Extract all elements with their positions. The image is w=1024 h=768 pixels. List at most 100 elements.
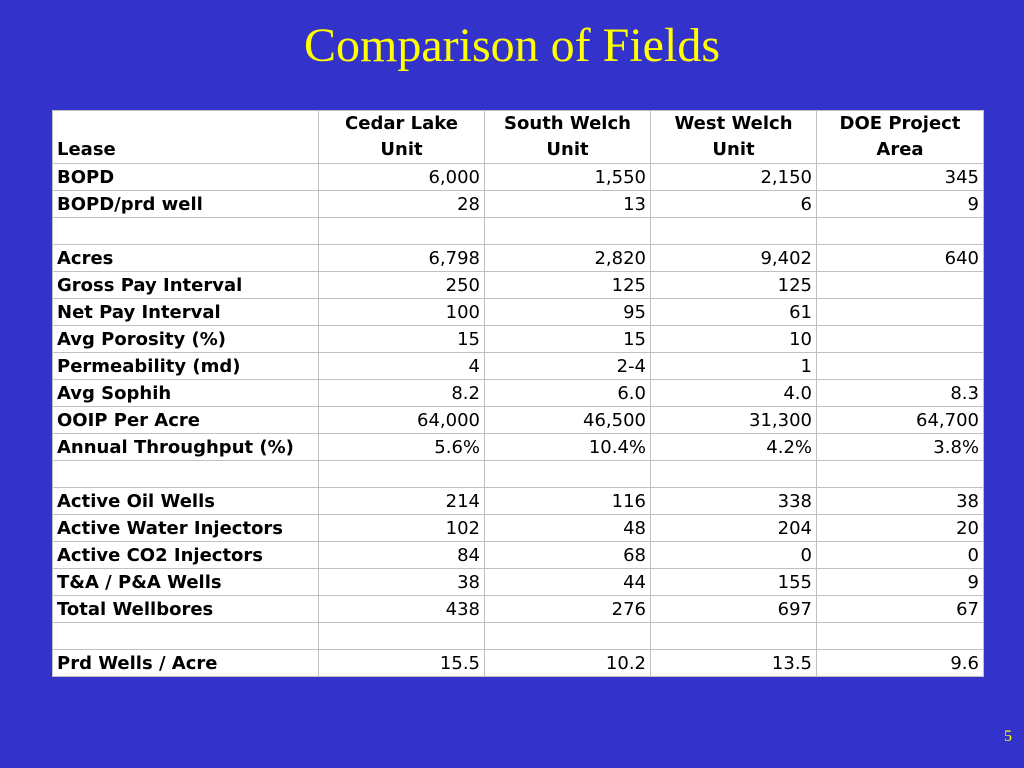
column-header: West Welch Unit (650, 110, 817, 164)
table-cell: 4 (318, 352, 485, 380)
table-cell: 276 (484, 595, 651, 623)
table-cell: 345 (816, 163, 984, 191)
table-cell: 4.2% (650, 433, 817, 461)
table-row: Avg Sophih 8.2 6.0 4.0 8.3 (52, 379, 984, 407)
table-cell: 2-4 (484, 352, 651, 380)
table-row: Gross Pay Interval 250 125 125 (52, 271, 984, 299)
table-body: BOPD 6,000 1,550 2,150 345 BOPD/prd well 28 13 6… (52, 163, 984, 677)
table-row: Total Wellbores 438 276 697 67 (52, 595, 984, 623)
table-cell: 697 (650, 595, 817, 623)
table-cell: 15 (484, 325, 651, 353)
table-cell: 10 (650, 325, 817, 353)
table-cell (650, 622, 817, 650)
table-cell: 8.3 (816, 379, 984, 407)
table-cell: 100 (318, 298, 485, 326)
table-cell: 61 (650, 298, 817, 326)
page-number: 5 (1004, 728, 1012, 745)
table-cell: 3.8% (816, 433, 984, 461)
table-cell: 0 (650, 541, 817, 569)
table-header-row: Lease Cedar Lake Unit South Welch Unit W… (52, 110, 984, 164)
table-cell: 46,500 (484, 406, 651, 434)
table-cell: 102 (318, 514, 485, 542)
table-row: Acres 6,798 2,820 9,402 640 (52, 244, 984, 272)
table-cell: 2,150 (650, 163, 817, 191)
table-row (52, 217, 984, 245)
table-cell (816, 622, 984, 650)
table-cell (816, 271, 984, 299)
row-label: Gross Pay Interval (52, 271, 319, 299)
table-cell: 20 (816, 514, 984, 542)
comparison-table-container: Lease Cedar Lake Unit South Welch Unit W… (52, 110, 984, 677)
table-cell: 1,550 (484, 163, 651, 191)
table-cell: 44 (484, 568, 651, 596)
row-label: Total Wellbores (52, 595, 319, 623)
table-cell: 9.6 (816, 649, 984, 677)
comparison-table: Lease Cedar Lake Unit South Welch Unit W… (52, 110, 984, 677)
table-cell: 4.0 (650, 379, 817, 407)
table-cell: 84 (318, 541, 485, 569)
table-cell: 38 (816, 487, 984, 515)
table-cell: 13.5 (650, 649, 817, 677)
table-row: OOIP Per Acre 64,000 46,500 31,300 64,700 (52, 406, 984, 434)
table-cell: 64,700 (816, 406, 984, 434)
table-cell: 125 (650, 271, 817, 299)
row-label: Active Oil Wells (52, 487, 319, 515)
column-header: Lease (52, 110, 319, 164)
table-cell (484, 622, 651, 650)
table-cell: 125 (484, 271, 651, 299)
table-cell: 6,798 (318, 244, 485, 272)
table-cell: 0 (816, 541, 984, 569)
table-cell: 116 (484, 487, 651, 515)
table-row: Avg Porosity (%) 15 15 10 (52, 325, 984, 353)
table-row: Active Oil Wells 214 116 338 38 (52, 487, 984, 515)
row-label: T&A / P&A Wells (52, 568, 319, 596)
table-row: Active Water Injectors 102 48 204 20 (52, 514, 984, 542)
table-cell: 6 (650, 190, 817, 218)
table-cell (816, 298, 984, 326)
table-cell: 95 (484, 298, 651, 326)
row-label: Acres (52, 244, 319, 272)
row-label: Annual Throughput (%) (52, 433, 319, 461)
row-label: Prd Wells / Acre (52, 649, 319, 677)
table-cell: 64,000 (318, 406, 485, 434)
table-cell (816, 460, 984, 488)
table-cell (484, 217, 651, 245)
table-cell: 204 (650, 514, 817, 542)
table-row: BOPD 6,000 1,550 2,150 345 (52, 163, 984, 191)
column-header: DOE Project Area (816, 110, 984, 164)
table-cell (816, 352, 984, 380)
table-row: Prd Wells / Acre 15.5 10.2 13.5 9.6 (52, 649, 984, 677)
row-label: BOPD (52, 163, 319, 191)
table-cell: 155 (650, 568, 817, 596)
table-row (52, 460, 984, 488)
slide-title: Comparison of Fields (304, 19, 720, 72)
table-cell (816, 217, 984, 245)
table-row: T&A / P&A Wells 38 44 155 9 (52, 568, 984, 596)
table-cell: 640 (816, 244, 984, 272)
row-label: Active CO2 Injectors (52, 541, 319, 569)
table-cell: 9 (816, 568, 984, 596)
row-label (52, 622, 319, 650)
table-cell (318, 217, 485, 245)
table-cell: 13 (484, 190, 651, 218)
table-cell: 338 (650, 487, 817, 515)
table-cell (484, 460, 651, 488)
table-cell (816, 325, 984, 353)
table-cell: 68 (484, 541, 651, 569)
table-cell: 15 (318, 325, 485, 353)
table-row (52, 622, 984, 650)
row-label: Active Water Injectors (52, 514, 319, 542)
table-cell: 2,820 (484, 244, 651, 272)
table-cell: 8.2 (318, 379, 485, 407)
table-cell: 10.2 (484, 649, 651, 677)
table-cell: 6.0 (484, 379, 651, 407)
table-cell (318, 460, 485, 488)
row-label: Avg Porosity (%) (52, 325, 319, 353)
table-row: Permeability (md) 4 2-4 1 (52, 352, 984, 380)
row-label: Permeability (md) (52, 352, 319, 380)
table-cell: 10.4% (484, 433, 651, 461)
table-cell: 15.5 (318, 649, 485, 677)
table-cell: 6,000 (318, 163, 485, 191)
row-label: BOPD/prd well (52, 190, 319, 218)
column-header: South Welch Unit (484, 110, 651, 164)
